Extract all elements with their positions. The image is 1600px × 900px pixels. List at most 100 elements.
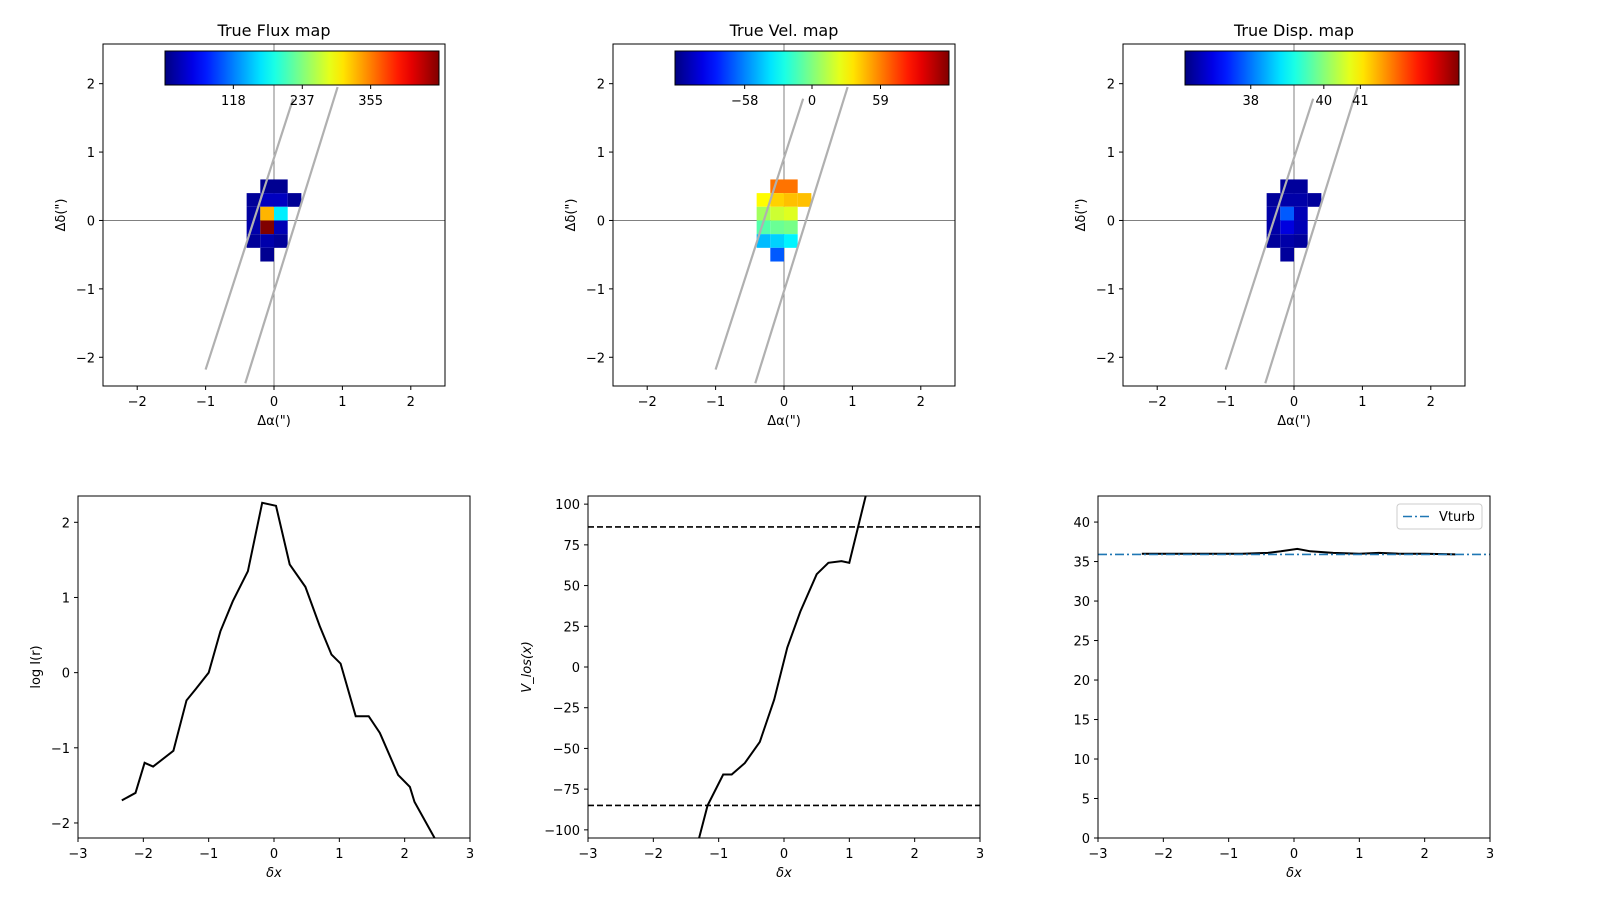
- x-tick-label: −1: [1219, 847, 1238, 862]
- chart-title: True Flux map: [217, 21, 331, 40]
- map-pixel: [274, 193, 288, 207]
- x-tick-label: 0: [270, 847, 278, 862]
- map-pixel: [1280, 220, 1294, 235]
- y-axis-label: Δδ("): [54, 199, 69, 232]
- chart-panel-2: −58 0 59 −2 −1 0 1 2 −2 −1 0 1 2 True Vel. map Δα(") Δδ…: [564, 21, 956, 429]
- chart-title: True Disp. map: [1233, 21, 1354, 40]
- x-tick-label: −3: [68, 847, 87, 862]
- y-tick-label: −1: [76, 283, 95, 298]
- legend-label: Vturb: [1439, 510, 1475, 525]
- map-pixel: [784, 206, 798, 221]
- x-tick-label: −3: [578, 847, 597, 862]
- map-pixel: [246, 234, 261, 248]
- slit-line: [1224, 98, 1315, 370]
- x-tick-label: 1: [848, 395, 856, 410]
- y-tick-label: −25: [553, 702, 580, 717]
- x-tick-label: −1: [706, 395, 725, 410]
- y-tick-label: 10: [1073, 753, 1090, 768]
- y-tick-label: −1: [586, 283, 605, 298]
- colorbar-tick-label: 40: [1316, 94, 1333, 109]
- series-line-profile-6: [1141, 547, 1456, 556]
- y-tick-label: 0: [87, 214, 95, 229]
- map-pixel: [274, 206, 288, 221]
- y-tick-label: −1: [51, 742, 70, 757]
- map-pixel: [1280, 247, 1294, 262]
- map-pixel: [274, 234, 288, 248]
- x-axis-label: Δα("): [257, 414, 291, 429]
- y-tick-label: 35: [1073, 556, 1090, 571]
- x-tick-label: 0: [270, 395, 278, 410]
- x-tick-label: 0: [1290, 395, 1298, 410]
- plot-area: [588, 496, 980, 838]
- y-tick-label: 0: [1107, 214, 1115, 229]
- map-pixel: [1294, 234, 1308, 248]
- plot-area: [1098, 547, 1490, 556]
- y-tick-label: 2: [62, 516, 70, 531]
- slit-line: [754, 86, 849, 384]
- x-tick-label: 3: [466, 847, 474, 862]
- map-pixel: [784, 220, 798, 235]
- plot-area: [1123, 44, 1465, 386]
- map-pixel: [1280, 193, 1294, 207]
- x-tick-label: −2: [1148, 395, 1167, 410]
- y-tick-label: −2: [51, 817, 70, 832]
- chart-title: True Vel. map: [729, 21, 839, 40]
- slit-line: [1264, 86, 1359, 384]
- series-line-profile-5: [698, 496, 867, 838]
- y-axis-label: log I(r): [29, 645, 44, 688]
- x-tick-label: −2: [1154, 847, 1173, 862]
- y-tick-label: 40: [1073, 516, 1090, 531]
- x-tick-label: 2: [917, 395, 925, 410]
- map-pixel: [260, 220, 274, 235]
- x-tick-label: −2: [638, 395, 657, 410]
- map-pixel: [1280, 206, 1294, 221]
- axes-frame: [1097, 495, 1491, 839]
- map-pixel: [756, 193, 771, 207]
- y-tick-label: −100: [544, 824, 580, 839]
- y-tick-label: 2: [87, 78, 95, 93]
- x-axis-label: Δα("): [767, 414, 801, 429]
- slit-line: [714, 98, 805, 370]
- x-tick-label: −1: [199, 847, 218, 862]
- x-tick-label: −1: [709, 847, 728, 862]
- x-tick-label: 1: [1355, 847, 1363, 862]
- y-tick-label: −2: [586, 351, 605, 366]
- map-pixel: [260, 234, 274, 248]
- map-pixel: [770, 220, 784, 235]
- map-pixel: [756, 234, 771, 248]
- map-pixel: [1294, 179, 1308, 194]
- y-tick-label: 25: [1073, 635, 1090, 650]
- plot-area: [613, 44, 955, 386]
- y-tick-label: 1: [87, 146, 95, 161]
- x-tick-label: −3: [1088, 847, 1107, 862]
- y-tick-label: 5: [1082, 793, 1090, 808]
- colorbar-tick-label: 355: [358, 94, 383, 109]
- colorbar-tick-label: 41: [1352, 94, 1369, 109]
- x-tick-label: 2: [911, 847, 919, 862]
- map-pixel: [246, 193, 261, 207]
- chart-panel-3: 38 40 41 −2 −1 0 1 2 −2 −1 0 1 2 True Disp. map Δα(") Δ…: [1074, 21, 1466, 429]
- slit-line: [244, 86, 339, 384]
- colorbar-tick-label: 118: [221, 94, 246, 109]
- colorbar-tick-label: 237: [290, 94, 315, 109]
- y-axis-label: Δδ("): [1074, 199, 1089, 232]
- x-tick-label: 0: [1290, 847, 1298, 862]
- y-tick-label: 30: [1073, 595, 1090, 610]
- colorbar-tick-label: 59: [872, 94, 889, 109]
- y-axis-label: V_los(x): [520, 641, 535, 693]
- map-pixel: [1307, 193, 1322, 207]
- plot-area: [121, 501, 436, 838]
- chart-panel-1: 118 237 355 −2 −1 0 1 2 −2 −1 0 1 2 True Flux map Δα("…: [54, 21, 446, 429]
- map-pixel: [260, 193, 274, 207]
- map-pixel: [770, 247, 784, 262]
- x-tick-label: −2: [128, 395, 147, 410]
- series-line-profile-4: [121, 501, 436, 838]
- x-tick-label: 1: [845, 847, 853, 862]
- x-tick-label: 2: [407, 395, 415, 410]
- y-tick-label: 2: [597, 78, 605, 93]
- map-pixel: [1294, 206, 1308, 221]
- x-tick-label: 1: [335, 847, 343, 862]
- x-tick-label: 3: [976, 847, 984, 862]
- x-axis-label: Δα("): [1277, 414, 1311, 429]
